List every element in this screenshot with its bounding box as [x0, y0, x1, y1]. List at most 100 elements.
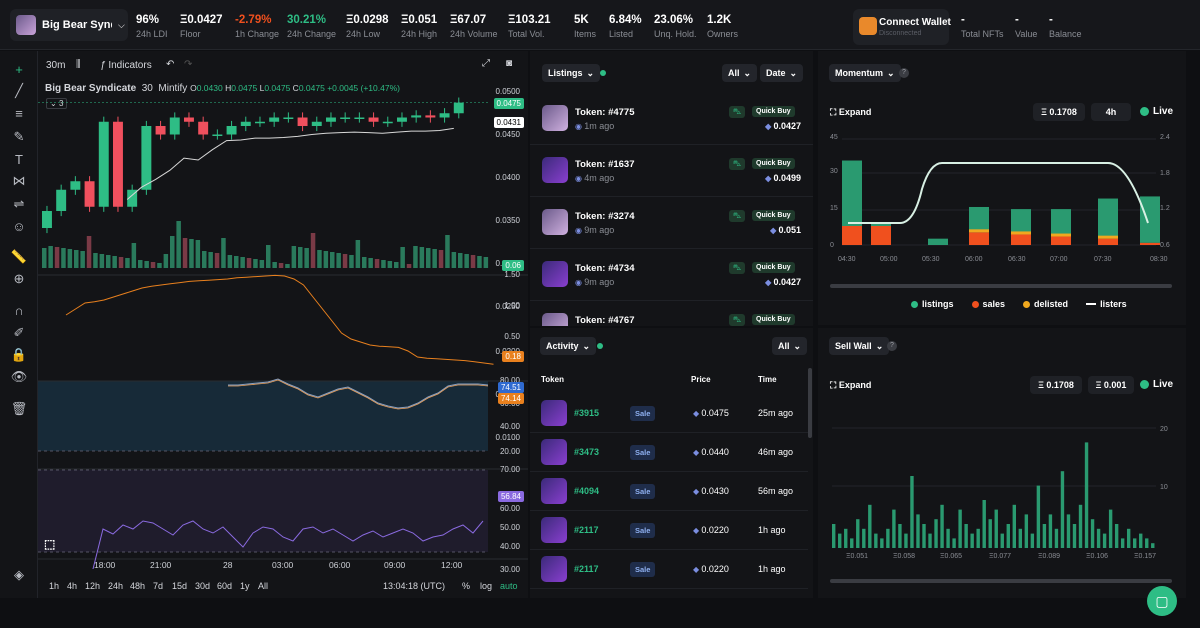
timeframe-5[interactable]: 7d [153, 581, 164, 591]
momentum-dropdown[interactable]: Momentum ⌄ [829, 64, 901, 82]
legend-item-sales[interactable]: sales [971, 299, 1005, 309]
cart-icon[interactable]: ⛍ [729, 158, 745, 170]
sellwall-bar [934, 519, 938, 548]
sellwall-range-slider[interactable] [830, 579, 1172, 583]
trend-line-icon[interactable]: ╱ [15, 83, 23, 98]
sellwall-dropdown[interactable]: Sell Wall ⌄ [829, 337, 890, 355]
help-icon[interactable]: ? [899, 68, 909, 78]
timeframe-7[interactable]: 30d [195, 581, 211, 591]
legend-item-delisted[interactable]: delisted [1023, 299, 1068, 309]
pattern-icon[interactable]: ⋈ [12, 173, 26, 188]
activity-row[interactable]: #3473 Sale ◆ 0.0440 46m ago [530, 433, 808, 472]
volume-bar [74, 250, 79, 268]
zoom-icon[interactable]: ⊕ [13, 271, 25, 286]
interval-selector[interactable]: 30m [46, 60, 66, 71]
text-icon[interactable]: T [15, 151, 23, 167]
ruler-icon[interactable]: 📏 [10, 249, 28, 264]
listing-row[interactable]: Token: #3274 ◉ 9m ago ⛍ Quick Buy ◆ 0.051 [530, 197, 813, 249]
listing-row[interactable]: Token: #4734 ◉ 9m ago ⛍ Quick Buy ◆ 0.0427 [530, 249, 813, 301]
activity-dropdown[interactable]: Activity ⌄ [540, 337, 597, 355]
collection-selector[interactable]: Big Bear Synd... ⌵ [10, 9, 128, 41]
chat-button[interactable]: ▢ [1147, 586, 1177, 616]
forecast-icon[interactable]: ⇌ [13, 196, 25, 211]
help-icon[interactable]: ? [887, 341, 897, 351]
activity-token[interactable]: #2117 [574, 525, 599, 535]
listings-dropdown[interactable]: Listings ⌄ [542, 64, 601, 82]
activity-token[interactable]: #3473 [574, 447, 600, 457]
redo-icon[interactable]: ↷ [184, 59, 193, 70]
sellwall-step[interactable]: Ξ 0.001 [1088, 376, 1134, 394]
momentum-interval[interactable]: 4h [1091, 103, 1131, 121]
sellwall-expand-button[interactable]: ⛶ Expand [830, 380, 871, 391]
activity-scrollbar[interactable] [808, 368, 812, 438]
activity-row[interactable]: #2117 Sale ◆ 0.0220 1h ago [530, 511, 808, 550]
lock-icon[interactable]: 🔒 [10, 347, 28, 362]
layers-icon[interactable]: ◈ [14, 567, 24, 582]
auto-scale-toggle[interactable]: auto [500, 581, 518, 591]
cart-icon[interactable]: ⛍ [729, 210, 745, 222]
listings-filter[interactable]: All ⌄ [722, 64, 758, 82]
activity-row[interactable]: #2117 Sale ◆ 0.0220 1h ago [530, 550, 808, 589]
listing-row[interactable]: Token: #4775 ◉ 1m ago ⛍ Quick Buy ◆ 0.0427 [530, 93, 813, 145]
timeframe-4[interactable]: 48h [130, 581, 146, 591]
legend-item-listings[interactable]: listings [911, 299, 954, 309]
quick-buy-button[interactable]: Quick Buy [752, 210, 795, 221]
quick-buy-button[interactable]: Quick Buy [752, 106, 795, 117]
activity-filter[interactable]: All ⌄ [772, 337, 808, 355]
timeframe-2[interactable]: 12h [85, 581, 101, 591]
quick-buy-button[interactable]: Quick Buy [752, 262, 795, 273]
indicators-button[interactable]: ƒ Indicators [100, 60, 152, 71]
fx-icon: ƒ [100, 60, 106, 71]
listing-token: Token: #4767 [575, 315, 635, 326]
sellwall-right-axis: 20 [1160, 426, 1168, 433]
chart-canvas[interactable] [38, 89, 528, 569]
momentum-range-slider[interactable] [830, 284, 1172, 288]
listings-sort[interactable]: Date ⌄ [760, 64, 804, 82]
indicator-collapse[interactable]: ⌄ 3 [46, 98, 68, 109]
eye-icon[interactable]: 👁 [10, 369, 28, 384]
timeframe-8[interactable]: 60d [217, 581, 233, 591]
candle-type-icon[interactable]: ⫼ [76, 59, 81, 70]
listing-row[interactable]: Token: #1637 ◉ 4m ago ⛍ Quick Buy ◆ 0.0499 [530, 145, 813, 197]
timeframe-9[interactable]: 1y [240, 581, 250, 591]
timeframe-3[interactable]: 24h [108, 581, 124, 591]
volume-bar [285, 264, 290, 268]
magnet-icon[interactable]: ∩ [14, 302, 24, 318]
undo-icon[interactable]: ↶ [166, 59, 175, 70]
connect-wallet-button[interactable]: Connect Wallet Disconnected [853, 9, 951, 45]
timeframe-6[interactable]: 15d [172, 581, 188, 591]
momentum-expand-button[interactable]: ⛶ Expand [830, 107, 871, 118]
quick-buy-button[interactable]: Quick Buy [752, 314, 795, 325]
activity-row[interactable]: #4094 Sale ◆ 0.0430 56m ago [530, 472, 808, 511]
timeframe-0[interactable]: 1h [49, 581, 60, 591]
cart-icon[interactable]: ⛍ [729, 314, 745, 326]
symbol-name: Big Bear Syndicate [45, 83, 137, 94]
cart-icon[interactable]: ⛍ [729, 106, 745, 118]
price-axis-label: 0.0400 [495, 173, 520, 183]
quick-buy-button[interactable]: Quick Buy [752, 158, 795, 169]
ind2-tag-b: 74.14 [497, 393, 524, 404]
legend-item-listers[interactable]: listers [1086, 299, 1127, 309]
trash-icon[interactable]: 🗑 [10, 401, 28, 416]
activity-token[interactable]: #2117 [574, 564, 599, 574]
price-axis-label: 0.0100 [495, 433, 520, 443]
cart-icon[interactable]: ⛍ [729, 262, 745, 274]
fullscreen-icon[interactable]: ⤢ [482, 58, 490, 69]
crosshair-icon[interactable]: + [15, 61, 23, 77]
percent-scale-toggle[interactable]: % [462, 581, 471, 591]
timeframe-1[interactable]: 4h [67, 581, 78, 591]
nft-thumbnail [542, 157, 568, 183]
activity-row[interactable]: #3915 Sale ◆ 0.0475 25m ago [530, 394, 808, 433]
activity-token[interactable]: #4094 [574, 486, 600, 496]
utc-clock: 13:04:18 (UTC) [383, 581, 446, 591]
camera-icon[interactable]: ◙ [506, 58, 513, 69]
horizontal-lines-icon[interactable]: ≡ [15, 105, 23, 121]
pencil-lock-icon[interactable]: ✐ [13, 325, 25, 340]
timeframe-10[interactable]: All [258, 581, 269, 591]
listing-row[interactable]: Token: #4767◉ ⛍Quick Buy◆ [530, 301, 813, 326]
brush-icon[interactable]: ✎ [13, 129, 25, 144]
log-scale-toggle[interactable]: log [480, 581, 493, 591]
activity-token[interactable]: #3915 [574, 408, 600, 418]
stat-value: 6.84% [609, 14, 642, 26]
emoji-icon[interactable]: ☺ [12, 218, 26, 234]
